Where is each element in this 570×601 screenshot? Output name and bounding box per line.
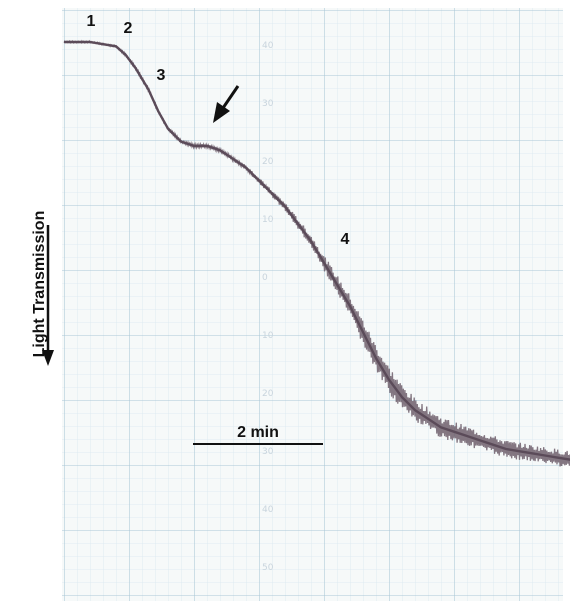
phase-label-3: 3 xyxy=(157,67,166,84)
y-axis-label: Light Transmission xyxy=(31,211,48,358)
paper-number: 0 xyxy=(262,273,268,283)
chart-paper xyxy=(62,8,563,601)
paper-scale-numbers: 40 30 20 10 0 10 20 30 40 50 xyxy=(262,41,274,573)
paper-number: 40 xyxy=(262,505,274,515)
paper-number: 10 xyxy=(262,215,274,225)
paper-number: 20 xyxy=(262,389,274,399)
scale-bar-label: 2 min xyxy=(237,424,279,441)
paper-number: 40 xyxy=(262,41,274,51)
annotation-arrow-shaft xyxy=(221,85,240,109)
paper-number: 20 xyxy=(262,157,274,167)
paper-major-grid xyxy=(62,8,563,601)
paper-number: 10 xyxy=(262,331,274,341)
transmission-trace xyxy=(63,39,570,467)
phase-labels: 1 2 3 4 xyxy=(87,13,350,248)
y-axis-arrow-head xyxy=(42,350,54,366)
y-axis-annotation: Light Transmission xyxy=(31,211,54,366)
phase-label-1: 1 xyxy=(87,13,96,30)
time-scale-bar: 2 min xyxy=(193,424,323,445)
paper-number: 50 xyxy=(262,563,274,573)
trace-line xyxy=(64,40,570,461)
phase-label-2: 2 xyxy=(124,20,133,37)
paper-number: 30 xyxy=(262,447,274,457)
annotation-arrow-head xyxy=(213,102,230,123)
paper-number: 30 xyxy=(262,99,274,109)
phase-label-4: 4 xyxy=(341,231,350,248)
annotation-arrow xyxy=(213,85,240,123)
